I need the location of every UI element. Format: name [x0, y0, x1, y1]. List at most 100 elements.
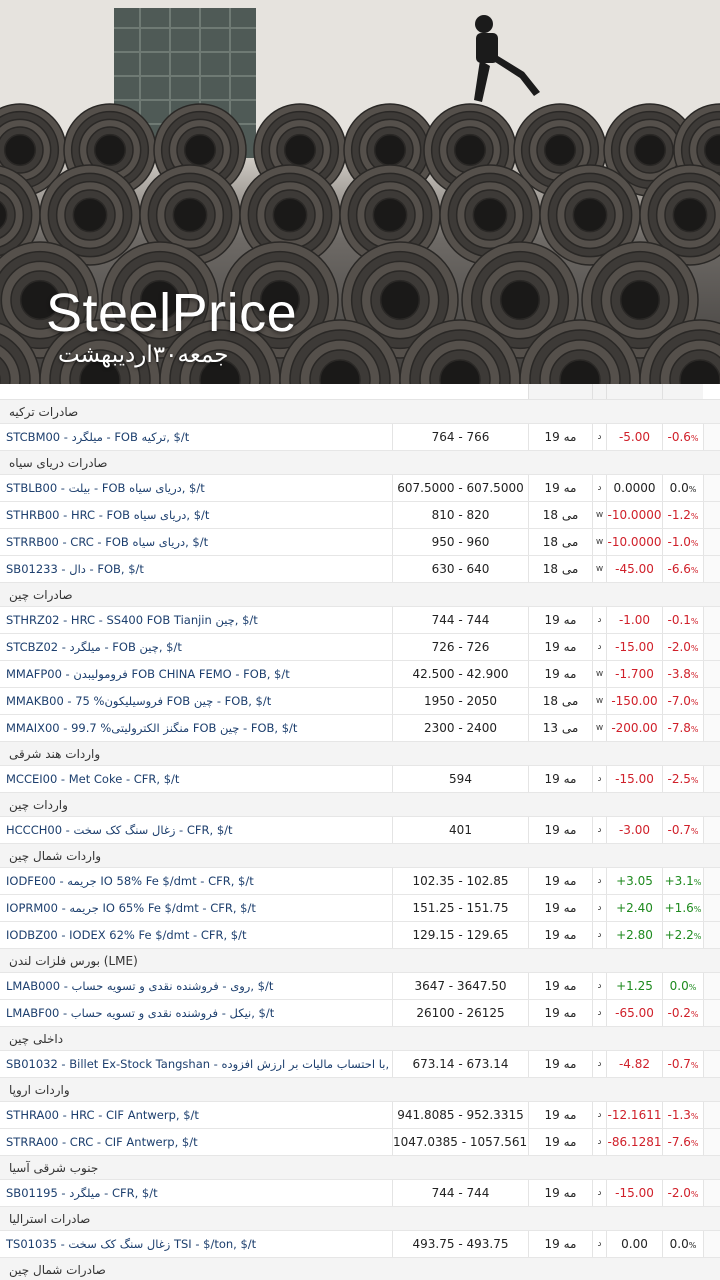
table-row[interactable]: STHRB00 - HRC - FOB دریای سیاه, $/t 810 -… — [0, 502, 720, 529]
table-row[interactable]: SB01195 - میلگرد - CFR, $/t 744 - 744 19 م… — [0, 1180, 720, 1207]
steel-coil-shape — [453, 133, 487, 167]
price-range: 941.8085 - 952.3315 — [392, 1102, 528, 1128]
price-date: 18 می — [528, 502, 592, 528]
price-range: 607.5000 - 607.5000 — [392, 475, 528, 501]
table-row[interactable]: IODBZ00 - IODEX 62% Fe $/dmt - CFR, $/t 1… — [0, 922, 720, 949]
product-name[interactable]: LMABF00 - نیکل - فروشنده نقدی و تسویه حس… — [6, 1006, 275, 1020]
product-name[interactable]: IOPRM00 - جریمه IO 65% Fe $/dmt - CFR, $… — [6, 901, 256, 915]
product-name[interactable]: STBLB00 - بیلت - FOB دریای سیاه, $/t — [6, 481, 205, 495]
table-row[interactable]: STHRZ02 - HRC - SS400 FOB Tianjin چین, $… — [0, 607, 720, 634]
table-row[interactable]: MMAKB00 - 75 %فروسیلیکون FOB چین - FOB, … — [0, 688, 720, 715]
product-name[interactable]: STHRB00 - HRC - FOB دریای سیاه, $/t — [6, 508, 210, 522]
steel-coil-shape — [543, 133, 577, 167]
price-change: -15.00 — [606, 1180, 662, 1206]
steel-coil-shape — [672, 197, 708, 233]
table-row[interactable]: HCCCH00 - زغال سنگ کک سخت - CFR, $/t 401 1… — [0, 817, 720, 844]
price-change: 0.0000 — [606, 475, 662, 501]
product-name[interactable]: IODFE00 - جریمه IO 58% Fe $/dmt - CFR, $… — [6, 874, 254, 888]
product-name[interactable]: LMAB000 - روی - فروشنده نقدی و تسویه حسا… — [6, 979, 274, 993]
product-name[interactable]: MMAIX00 - 99.7 %منگنز الکترولیتی FOB چین… — [6, 721, 298, 735]
table-row[interactable]: STBLB00 - بیلت - FOB دریای سیاه, $/t 607.… — [0, 475, 720, 502]
period-unit: د — [592, 922, 606, 948]
steel-coil-shape — [0, 191, 16, 239]
table-row[interactable]: TS01035 - زغال سنگ کک سخت TSI - $/ton, $… — [0, 1231, 720, 1258]
price-range: 673.14 - 673.14 — [392, 1051, 528, 1077]
period-unit: د — [592, 607, 606, 633]
section-header: صادرات استرالیا — [0, 1207, 720, 1231]
product-name[interactable]: STHRA00 - HRC - CIF Antwerp, $/t — [6, 1108, 199, 1122]
period-unit: د — [592, 1102, 606, 1128]
percent-change: -1.2% — [662, 502, 703, 528]
period-unit: د — [592, 895, 606, 921]
period-unit: w — [592, 715, 606, 741]
section-header: صادرات چین — [0, 583, 720, 607]
section-header: واردات چین — [0, 793, 720, 817]
price-date: 19 مه — [528, 424, 592, 450]
product-name[interactable]: STRRB00 - CRC - FOB دریای سیاه, $/t — [6, 535, 209, 549]
row-tail-cell — [703, 868, 720, 894]
product-name[interactable]: SB01233 - دال - FOB, $/t — [6, 562, 144, 576]
period-unit: w — [592, 529, 606, 555]
product-name[interactable]: STCBM00 - میلگرد - FOB ترکیه, $/t — [6, 430, 190, 444]
price-change: 0.00 — [606, 1231, 662, 1257]
period-unit: د — [592, 1051, 606, 1077]
product-name[interactable]: TS01035 - زغال سنگ کک سخت TSI - $/ton, $… — [6, 1237, 257, 1251]
product-name[interactable]: SB01195 - میلگرد - CFR, $/t — [6, 1186, 158, 1200]
table-header — [0, 384, 720, 400]
section-header: جنوب شرقی آسیا — [0, 1156, 720, 1180]
product-name[interactable]: MCCEI00 - Met Coke - CFR, $/t — [6, 772, 180, 786]
steel-coil-shape — [472, 197, 508, 233]
product-name[interactable]: STHRZ02 - HRC - SS400 FOB Tianjin چین, $… — [6, 613, 258, 627]
percent-change: +1.6% — [662, 895, 703, 921]
steel-coil-shape — [183, 133, 217, 167]
table-row[interactable]: LMABF00 - نیکل - فروشنده نقدی و تسویه حس… — [0, 1000, 720, 1027]
product-name[interactable]: STCBZ02 - میلگرد - FOB چین, $/t — [6, 640, 182, 654]
table-row[interactable]: MCCEI00 - Met Coke - CFR, $/t 594 19 مه د -1… — [0, 766, 720, 793]
product-name[interactable]: HCCCH00 - زغال سنگ کک سخت - CFR, $/t — [6, 823, 233, 837]
steel-coil-shape — [499, 279, 541, 321]
price-date: 19 مه — [528, 1180, 592, 1206]
price-range: 401 — [392, 817, 528, 843]
price-change: -10.0000 — [606, 529, 662, 555]
product-name[interactable]: SB01032 - Billet Ex-Stock Tangshan - با … — [6, 1057, 392, 1071]
product-name[interactable]: MMAFP00 - فرومولیبدن FOB CHINA FEMO - FO… — [6, 667, 290, 681]
table-row[interactable]: STCBZ02 - میلگرد - FOB چین, $/t 726 - 726… — [0, 634, 720, 661]
product-name[interactable]: STRRA00 - CRC - CIF Antwerp, $/t — [6, 1135, 198, 1149]
section-header: صادرات دریای سیاه — [0, 451, 720, 475]
table-row[interactable]: IODFE00 - جریمه IO 58% Fe $/dmt - CFR, $… — [0, 868, 720, 895]
price-range: 726 - 726 — [392, 634, 528, 660]
percent-change: -7.8% — [662, 715, 703, 741]
price-change: -5.00 — [606, 424, 662, 450]
percent-change: -0.2% — [662, 1000, 703, 1026]
section-header: بورس فلزات لندن (LME) — [0, 949, 720, 973]
table-row[interactable]: STHRA00 - HRC - CIF Antwerp, $/t 941.8085… — [0, 1102, 720, 1129]
price-range: 2300 - 2400 — [392, 715, 528, 741]
period-unit: د — [592, 766, 606, 792]
table-row[interactable]: MMAIX00 - 99.7 %منگنز الکترولیتی FOB چین… — [0, 715, 720, 742]
product-name[interactable]: MMAKB00 - 75 %فروسیلیکون FOB چین - FOB, … — [6, 694, 272, 708]
price-change: +2.40 — [606, 895, 662, 921]
price-range: 102.35 - 102.85 — [392, 868, 528, 894]
row-tail-cell — [703, 895, 720, 921]
price-range: 810 - 820 — [392, 502, 528, 528]
steel-coil-shape — [272, 197, 308, 233]
table-row[interactable]: STCBM00 - میلگرد - FOB ترکیه, $/t 764 - 7… — [0, 424, 720, 451]
percent-change: -2.0% — [662, 1180, 703, 1206]
price-date: 19 مه — [528, 1051, 592, 1077]
header-pct-column — [662, 384, 703, 399]
steel-coil-shape — [703, 133, 720, 167]
price-date: 18 می — [528, 556, 592, 582]
table-row[interactable]: IOPRM00 - جریمه IO 65% Fe $/dmt - CFR, $… — [0, 895, 720, 922]
period-unit: د — [592, 424, 606, 450]
price-date: 19 مه — [528, 475, 592, 501]
table-row[interactable]: STRRA00 - CRC - CIF Antwerp, $/t 1047.038… — [0, 1129, 720, 1156]
table-row[interactable]: STRRB00 - CRC - FOB دریای سیاه, $/t 950 -… — [0, 529, 720, 556]
product-name[interactable]: IODBZ00 - IODEX 62% Fe $/dmt - CFR, $/t — [6, 928, 247, 942]
price-date: 19 مه — [528, 1102, 592, 1128]
table-row[interactable]: SB01032 - Billet Ex-Stock Tangshan - با … — [0, 1051, 720, 1078]
row-tail-cell — [703, 634, 720, 660]
table-row[interactable]: SB01233 - دال - FOB, $/t 630 - 640 18 می w -… — [0, 556, 720, 583]
table-row[interactable]: LMAB000 - روی - فروشنده نقدی و تسویه حسا… — [0, 973, 720, 1000]
row-tail-cell — [703, 1129, 720, 1155]
table-row[interactable]: MMAFP00 - فرومولیبدن FOB CHINA FEMO - FO… — [0, 661, 720, 688]
